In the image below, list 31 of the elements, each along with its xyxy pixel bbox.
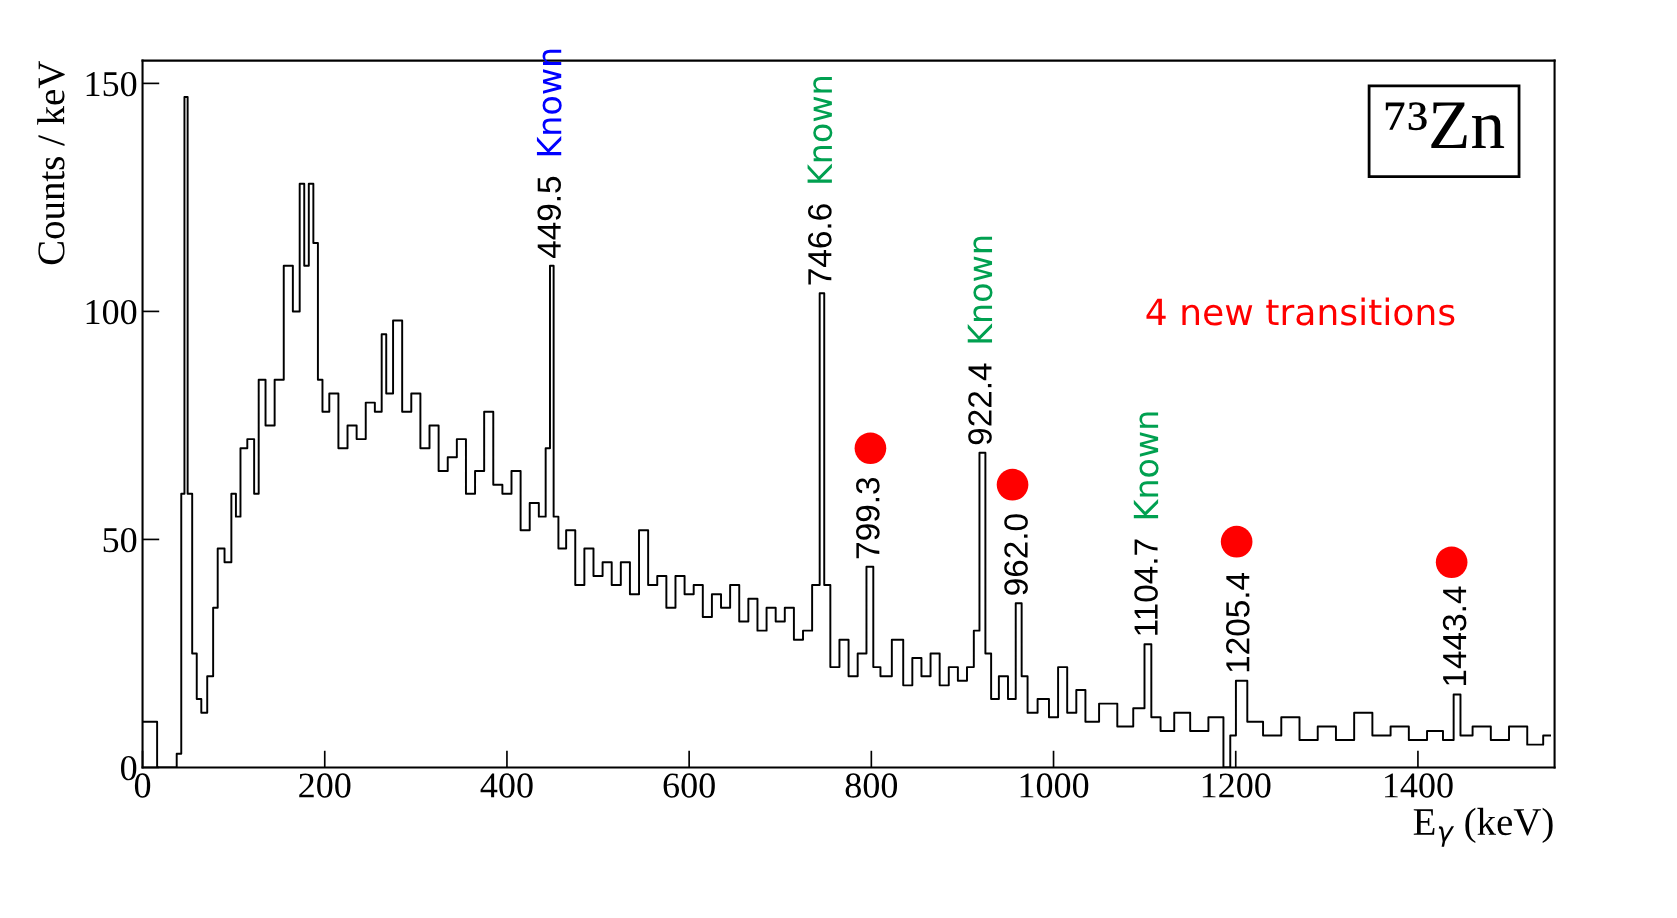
annotation: 962.0	[1004, 514, 1028, 595]
x-tick-label: 1200	[1202, 773, 1271, 798]
annotation: Known	[536, 49, 562, 156]
point	[996, 468, 1029, 501]
y-axis-title: Counts / keV	[37, 61, 65, 265]
x-tick-label: 1000	[1020, 773, 1089, 798]
annotation: Known	[807, 77, 833, 183]
x-tick-label: 600	[663, 773, 715, 798]
point	[1220, 525, 1253, 558]
x-axis-title: E$_{γ}$ (keV)	[1413, 807, 1553, 847]
annotation: 449.5	[537, 176, 561, 259]
annotation: 1443.4	[1442, 586, 1467, 685]
point	[854, 432, 887, 465]
x-tick-label: 200	[299, 773, 351, 798]
annotation: 922.4	[968, 363, 992, 445]
annotation: 1205.4	[1226, 572, 1250, 672]
y-tick-label: 100	[86, 299, 137, 325]
annotation: 799.3	[856, 477, 880, 559]
x-tick-label: 800	[845, 773, 898, 798]
y-tick-label: 50	[103, 527, 137, 553]
y-tick-label: 0	[121, 755, 137, 781]
x-tick-label: 400	[480, 773, 533, 798]
point	[1435, 546, 1468, 579]
annotation: Known	[1133, 412, 1159, 519]
annotation: 4 new transitions	[1146, 297, 1455, 326]
annotation: 746.6	[808, 204, 832, 285]
annotation: ⁷³Zn	[1385, 102, 1505, 148]
annotation: Known	[967, 236, 993, 343]
y-tick-label: 150	[86, 71, 137, 97]
x-tick-label: 1400	[1385, 773, 1453, 798]
annotation: 1104.7	[1134, 539, 1158, 635]
